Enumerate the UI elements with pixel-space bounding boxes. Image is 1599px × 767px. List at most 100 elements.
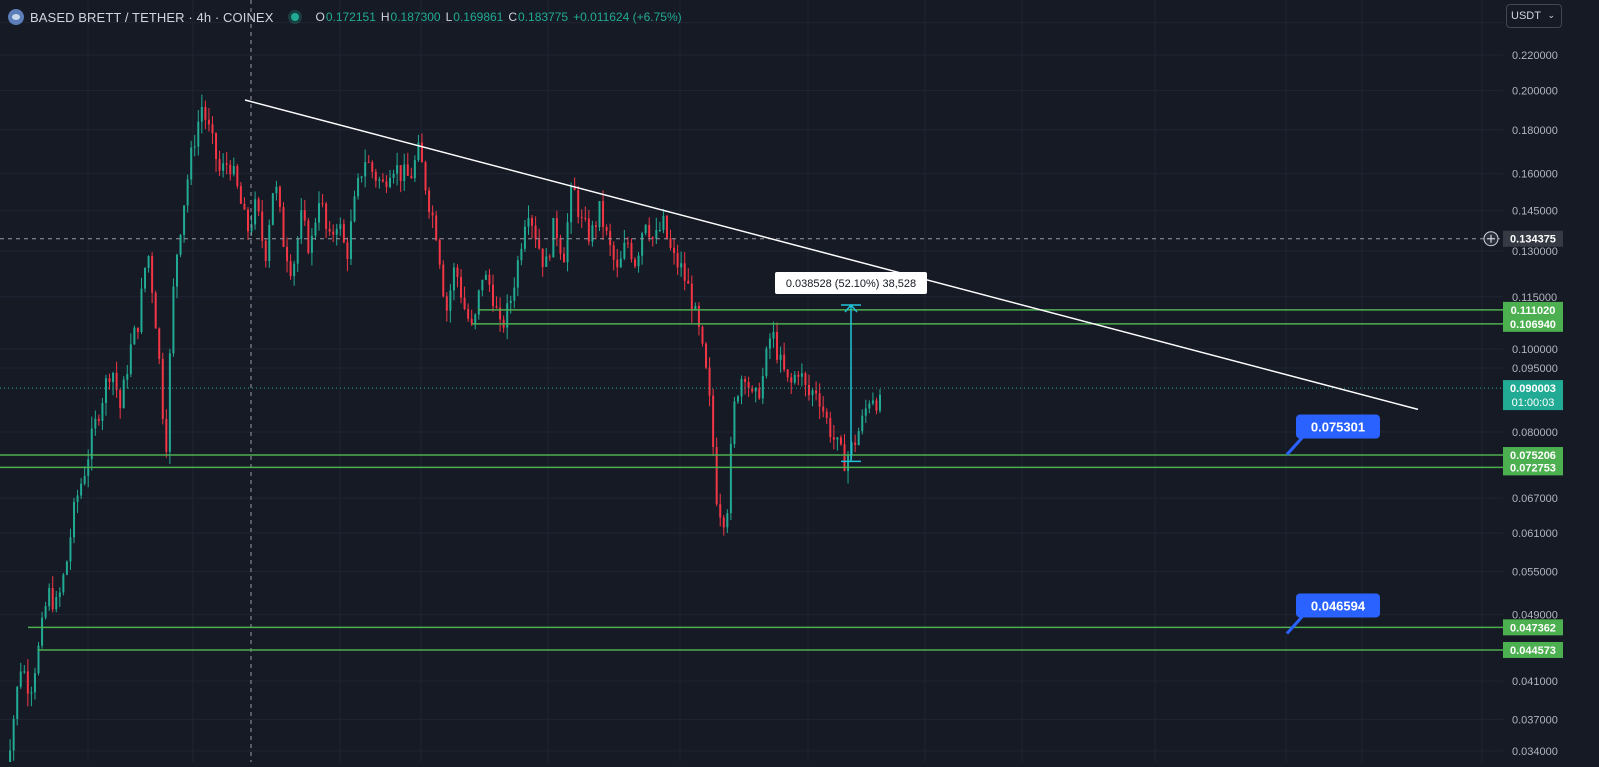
trendline[interactable] (244, 99, 1419, 411)
candle-body (516, 260, 519, 288)
candle-body (843, 444, 846, 471)
candle-body (641, 233, 644, 256)
candle-body (495, 306, 498, 308)
price-tick-label: 0.049000 (1512, 610, 1558, 622)
candle-body (403, 164, 406, 182)
candle-body (268, 224, 271, 261)
candle-body (591, 225, 594, 242)
candle-body (460, 276, 463, 298)
price-callout-label: 0.075301 (1311, 420, 1365, 435)
candle-body (147, 256, 150, 268)
candle-body (225, 163, 228, 165)
candle-body (722, 517, 725, 528)
candle-body (122, 379, 125, 409)
candle-body (602, 201, 605, 228)
candle-body (673, 247, 676, 254)
candle-body (779, 354, 782, 360)
candle-body (431, 212, 434, 216)
candle-body (729, 443, 732, 514)
candle-body (854, 442, 857, 445)
candle-body (175, 254, 178, 287)
candle-body (197, 121, 200, 147)
price-tick-label: 0.100000 (1512, 344, 1558, 356)
candle-body (733, 401, 736, 444)
candle-body (257, 199, 260, 212)
candle-body (115, 372, 118, 391)
current-price-box (1503, 380, 1563, 411)
candle-body (286, 246, 289, 262)
candle-body (16, 686, 19, 719)
candle-body (815, 390, 818, 394)
candle-body (559, 238, 562, 254)
candle-body (385, 181, 388, 188)
candle-body (562, 253, 565, 263)
price-tick-label: 0.145000 (1512, 205, 1558, 217)
price-callout[interactable] (1296, 414, 1380, 439)
candle-body (573, 186, 576, 191)
candle-body (310, 235, 313, 253)
candle-body (417, 142, 420, 161)
candle-body (65, 561, 68, 575)
candle-body (669, 238, 672, 248)
candle-body (747, 381, 750, 389)
candle-body (555, 218, 558, 239)
candle-body (836, 437, 839, 440)
candle-body (243, 203, 246, 210)
level-price-label-box (1503, 315, 1563, 332)
candle-body (200, 106, 203, 122)
candle-body (513, 287, 516, 301)
candle-body (481, 279, 484, 291)
level-price-label-box (1503, 459, 1563, 476)
candle-body (634, 259, 637, 267)
candle-body (346, 242, 349, 260)
candle-body (630, 243, 633, 260)
candle-body (119, 390, 122, 409)
candle-body (321, 203, 324, 205)
candle-body (697, 305, 700, 327)
candle-body (48, 587, 51, 607)
price-tick-label: 0.115000 (1512, 292, 1557, 304)
candle-body (442, 264, 445, 297)
currency-selector[interactable]: USDT ⌄ (1506, 4, 1562, 28)
candle-body (847, 454, 850, 471)
price-callout-label: 0.046594 (1311, 598, 1366, 613)
candle-body (250, 224, 253, 232)
candle-body (73, 501, 76, 538)
candle-body (332, 231, 335, 235)
candle-body (44, 606, 47, 618)
candle-body (644, 224, 647, 234)
candle-body (768, 338, 771, 349)
candle-body (55, 597, 58, 610)
candle-body (506, 303, 509, 328)
candle-body (104, 378, 107, 404)
candle-body (136, 327, 139, 333)
level-price-label-box (1503, 447, 1563, 464)
current-price-label: 0.090003 (1510, 383, 1556, 395)
candle-body (754, 388, 757, 392)
candle-body (129, 344, 132, 375)
candle-body (378, 179, 381, 181)
symbol-legend: BASED BRETT / TETHER · 4h · COINEX O0.17… (8, 8, 682, 26)
candle-body (367, 162, 370, 164)
price-tick-label: 0.095000 (1512, 363, 1558, 375)
candle-body (353, 196, 356, 222)
candle-body (655, 229, 658, 239)
price-tick-label: 0.041000 (1512, 676, 1558, 688)
candle-body (161, 358, 164, 419)
candle-body (499, 307, 502, 320)
candle-body (371, 162, 374, 172)
candle-body (449, 290, 452, 311)
candle-body (296, 239, 299, 264)
candle-body (275, 186, 278, 194)
candle-body (807, 384, 810, 396)
candle-body (222, 163, 225, 171)
symbol-title[interactable]: BASED BRETT / TETHER · 4h · COINEX (30, 9, 274, 25)
candle-body (69, 537, 72, 562)
candle-body (875, 400, 878, 411)
candle-body (488, 274, 491, 285)
price-callout[interactable] (1296, 593, 1380, 618)
candle-body (151, 256, 154, 293)
